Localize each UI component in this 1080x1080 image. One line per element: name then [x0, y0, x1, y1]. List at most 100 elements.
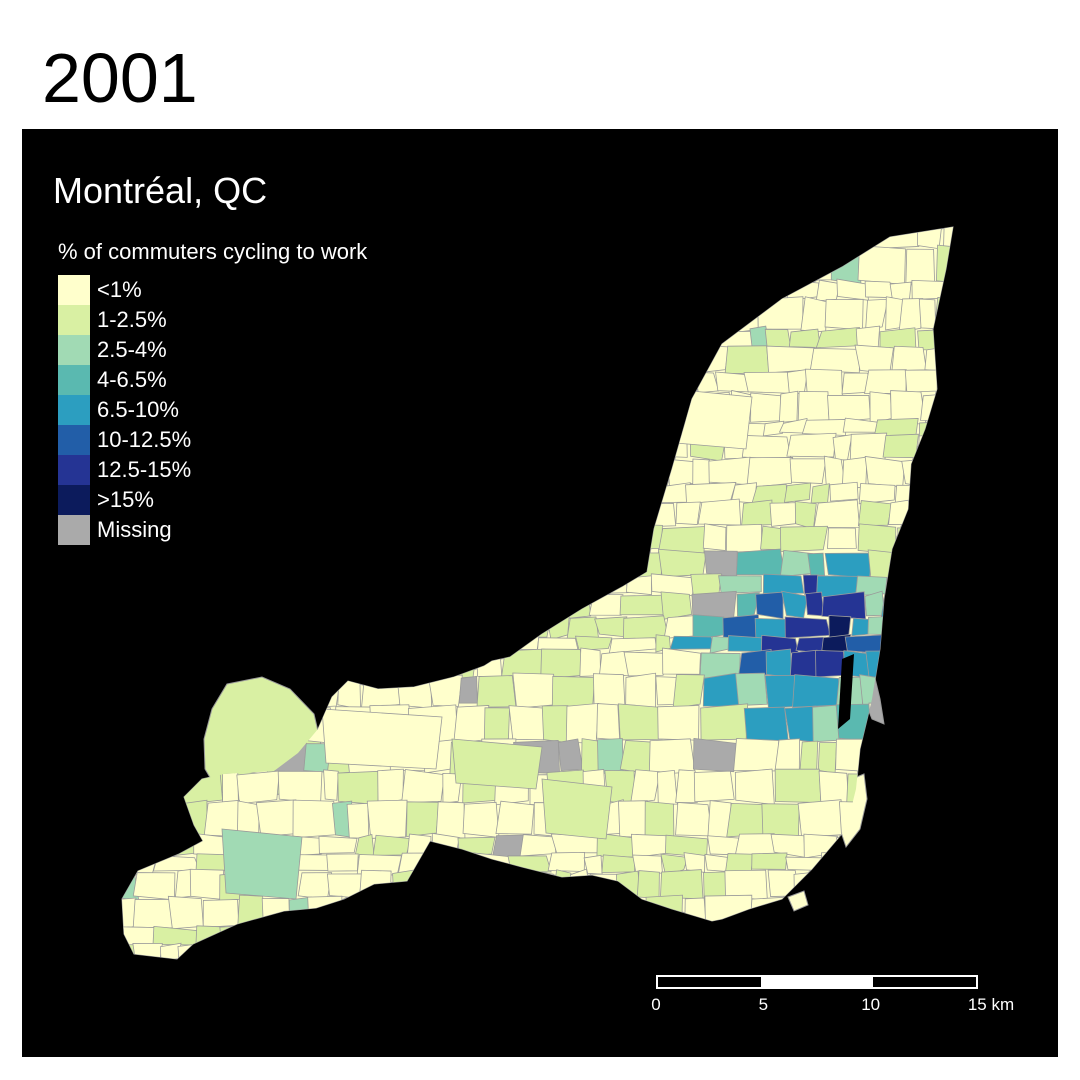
census-tract[interactable]	[675, 801, 713, 837]
census-tract[interactable]	[667, 297, 697, 333]
census-tract[interactable]	[769, 502, 800, 527]
census-tract[interactable]	[864, 369, 907, 394]
census-tract[interactable]	[519, 834, 557, 857]
census-tract[interactable]	[723, 223, 750, 251]
census-tract[interactable]	[377, 768, 404, 804]
census-tract[interactable]	[741, 435, 792, 461]
census-tract[interactable]	[588, 594, 624, 616]
census-tract[interactable]	[692, 296, 722, 330]
census-tract[interactable]	[673, 368, 697, 395]
census-tract[interactable]	[114, 574, 145, 596]
census-tract[interactable]	[337, 675, 362, 710]
census-tract[interactable]	[924, 345, 955, 373]
census-tract[interactable]	[786, 432, 837, 458]
census-tract[interactable]	[407, 346, 448, 376]
census-tract[interactable]	[854, 344, 894, 374]
census-tract[interactable]	[855, 325, 881, 349]
census-tract[interactable]	[917, 221, 943, 250]
census-tract[interactable]	[668, 942, 712, 960]
census-tract[interactable]	[704, 550, 738, 578]
census-tract[interactable]	[660, 591, 693, 620]
census-tract[interactable]	[279, 957, 311, 984]
census-tract[interactable]	[922, 633, 957, 654]
census-tract[interactable]	[578, 958, 608, 984]
census-tract[interactable]	[797, 799, 844, 838]
census-tract[interactable]	[212, 591, 231, 621]
census-tract[interactable]	[667, 458, 697, 487]
census-tract[interactable]	[574, 635, 613, 651]
census-tract[interactable]	[451, 738, 543, 790]
census-tract[interactable]	[549, 420, 587, 439]
census-tract[interactable]	[821, 591, 867, 620]
census-tract[interactable]	[610, 894, 653, 928]
census-tract[interactable]	[537, 431, 568, 463]
census-tract[interactable]	[894, 853, 926, 873]
census-tract[interactable]	[512, 672, 555, 709]
census-tract[interactable]	[821, 851, 862, 874]
census-tract[interactable]	[117, 635, 136, 654]
census-tract[interactable]	[864, 280, 896, 299]
census-tract[interactable]	[560, 390, 598, 423]
census-tract[interactable]	[367, 346, 409, 373]
census-tract[interactable]	[562, 435, 607, 462]
census-tract[interactable]	[485, 924, 507, 949]
census-tract[interactable]	[255, 549, 275, 579]
census-tract[interactable]	[809, 942, 846, 961]
census-tract[interactable]	[433, 870, 474, 901]
census-tract[interactable]	[718, 575, 762, 594]
census-tract[interactable]	[519, 614, 552, 638]
census-tract[interactable]	[563, 368, 584, 393]
census-tract[interactable]	[565, 702, 600, 744]
census-tract[interactable]	[189, 868, 225, 900]
census-tract[interactable]	[426, 636, 469, 651]
census-tract[interactable]	[733, 738, 780, 772]
census-tract[interactable]	[712, 245, 762, 285]
census-tract[interactable]	[392, 869, 418, 902]
census-tract[interactable]	[624, 280, 668, 303]
census-tract[interactable]	[303, 617, 323, 641]
census-tract[interactable]	[371, 551, 398, 575]
census-tract[interactable]	[684, 897, 707, 929]
census-tract[interactable]	[248, 962, 282, 984]
census-tract[interactable]	[479, 613, 524, 638]
census-tract[interactable]	[601, 328, 629, 350]
census-tract[interactable]	[398, 371, 440, 394]
census-tract[interactable]	[542, 928, 578, 947]
census-tract[interactable]	[369, 298, 405, 331]
census-tract[interactable]	[580, 573, 606, 598]
census-tract[interactable]	[114, 674, 156, 705]
census-tract[interactable]	[750, 392, 783, 423]
census-tract[interactable]	[918, 298, 937, 330]
census-tract[interactable]	[375, 418, 410, 436]
census-tract[interactable]	[361, 673, 402, 709]
census-tract[interactable]	[422, 325, 471, 352]
census-tract[interactable]	[526, 346, 567, 375]
census-tract[interactable]	[702, 523, 727, 552]
census-tract[interactable]	[483, 707, 510, 743]
census-tract[interactable]	[132, 898, 174, 929]
census-tract[interactable]	[601, 854, 636, 874]
census-tract[interactable]	[936, 833, 964, 857]
census-tract[interactable]	[861, 801, 898, 837]
census-tract[interactable]	[580, 481, 629, 505]
census-tract[interactable]	[271, 637, 293, 653]
census-tract[interactable]	[650, 573, 695, 597]
census-tract[interactable]	[734, 768, 775, 806]
census-tract[interactable]	[745, 924, 777, 949]
census-tract[interactable]	[152, 855, 201, 872]
census-tract[interactable]	[364, 280, 394, 300]
census-tract[interactable]	[238, 927, 284, 944]
census-tract[interactable]	[355, 573, 401, 597]
census-tract[interactable]	[167, 895, 204, 930]
census-tract[interactable]	[301, 676, 341, 709]
census-tract[interactable]	[547, 962, 580, 984]
census-tract[interactable]	[881, 740, 918, 773]
census-tract[interactable]	[346, 802, 370, 839]
census-tract[interactable]	[139, 573, 184, 597]
census-tract[interactable]	[322, 941, 352, 960]
census-tract[interactable]	[708, 456, 751, 486]
census-tract[interactable]	[898, 298, 924, 333]
census-tract[interactable]	[897, 527, 923, 553]
census-tract[interactable]	[702, 672, 741, 707]
census-tract[interactable]	[488, 246, 509, 286]
